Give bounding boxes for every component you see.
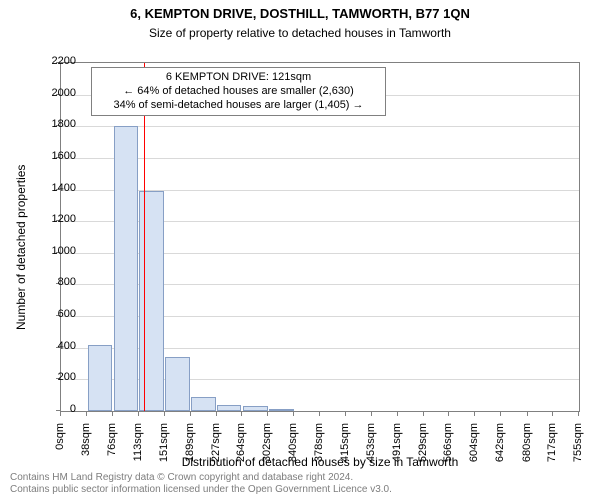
xtick-mark (423, 412, 424, 416)
annotation-line: ← 64% of detached houses are smaller (2,… (98, 85, 379, 99)
chart-title: 6, KEMPTON DRIVE, DOSTHILL, TAMWORTH, B7… (0, 6, 600, 21)
gridline-h (61, 126, 579, 127)
gridline-h (61, 158, 579, 159)
histogram-bar (139, 191, 164, 411)
footer-attribution: Contains HM Land Registry data © Crown c… (10, 472, 392, 496)
xtick-label: 717sqm (546, 423, 558, 483)
annotation-line: 6 KEMPTON DRIVE: 121sqm (98, 71, 379, 85)
xtick-mark (345, 412, 346, 416)
xtick-mark (397, 412, 398, 416)
histogram-bar (243, 406, 268, 411)
xtick-mark (216, 412, 217, 416)
xtick-mark (319, 412, 320, 416)
ytick-label: 1800 (26, 118, 76, 130)
xtick-mark (190, 412, 191, 416)
xtick-label: 529sqm (417, 423, 429, 483)
xtick-label: 642sqm (494, 423, 506, 483)
annotation-line: 34% of semi-detached houses are larger (… (98, 99, 379, 113)
xtick-label: 491sqm (391, 423, 403, 483)
histogram-bar (114, 126, 138, 411)
ytick-label: 1200 (26, 213, 76, 225)
xtick-label: 604sqm (468, 423, 480, 483)
ytick-label: 400 (26, 340, 76, 352)
xtick-mark (112, 412, 113, 416)
xtick-mark (293, 412, 294, 416)
ytick-label: 1600 (26, 150, 76, 162)
ytick-label: 2200 (26, 55, 76, 67)
xtick-label: 755sqm (572, 423, 584, 483)
ytick-label: 200 (26, 371, 76, 383)
footer-line: Contains public sector information licen… (10, 484, 392, 496)
ytick-label: 2000 (26, 87, 76, 99)
annotation-box: 6 KEMPTON DRIVE: 121sqm← 64% of detached… (91, 67, 386, 116)
plot-area: 6 KEMPTON DRIVE: 121sqm← 64% of detached… (60, 62, 580, 412)
xtick-mark (60, 412, 61, 416)
xtick-mark (474, 412, 475, 416)
ytick-label: 1000 (26, 245, 76, 257)
histogram-bar (269, 409, 294, 411)
histogram-bar (191, 397, 216, 411)
chart-subtitle: Size of property relative to detached ho… (0, 26, 600, 40)
xtick-mark (552, 412, 553, 416)
ytick-label: 1400 (26, 182, 76, 194)
xtick-label: 680sqm (521, 423, 533, 483)
xtick-mark (164, 412, 165, 416)
ytick-label: 0 (26, 403, 76, 415)
xtick-mark (500, 412, 501, 416)
xtick-mark (267, 412, 268, 416)
xtick-mark (448, 412, 449, 416)
histogram-bar (217, 405, 241, 411)
xtick-mark (241, 412, 242, 416)
xtick-mark (578, 412, 579, 416)
xtick-mark (371, 412, 372, 416)
histogram-bar (88, 345, 113, 411)
chart-container: 6, KEMPTON DRIVE, DOSTHILL, TAMWORTH, B7… (0, 0, 600, 500)
ytick-label: 800 (26, 276, 76, 288)
histogram-bar (165, 357, 190, 411)
xtick-mark (86, 412, 87, 416)
footer-line: Contains HM Land Registry data © Crown c… (10, 472, 392, 484)
ytick-label: 600 (26, 308, 76, 320)
x-axis-label: Distribution of detached houses by size … (60, 455, 580, 469)
xtick-mark (138, 412, 139, 416)
xtick-label: 566sqm (442, 423, 454, 483)
xtick-mark (527, 412, 528, 416)
